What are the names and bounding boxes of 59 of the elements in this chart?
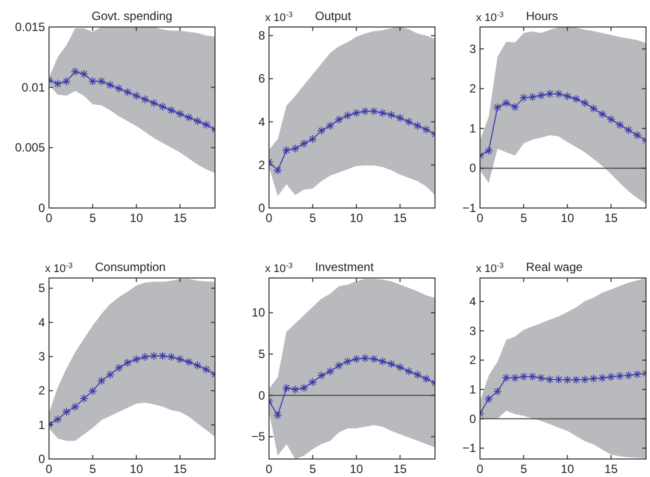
y-tick-label: 4 [469, 294, 476, 308]
x-tick-label: 5 [520, 211, 528, 225]
y-tick-label: 2 [38, 384, 46, 398]
text: x 10$^{-3}$ [265, 10, 293, 24]
x-tick-label: 10 [560, 211, 574, 225]
y-tick-label: 4 [258, 114, 266, 129]
y-tick-label: 6 [258, 72, 266, 86]
x-tick-label: 15 [604, 211, 618, 225]
x-tick-label: 10 [130, 211, 144, 225]
text: x 10$^{-3}$ [45, 260, 73, 275]
y-tick-label: 4 [38, 315, 46, 330]
y-tick-label: 3 [469, 324, 476, 338]
chart-title: Govt. spending [92, 9, 172, 23]
x-tick-label: 10 [130, 462, 144, 476]
x-tick-label: 15 [393, 211, 408, 225]
y-tick-label: 5 [38, 281, 46, 296]
x-tick-label: 15 [173, 462, 188, 476]
x-tick-label: 5 [309, 462, 316, 476]
x-tick-label: 15 [393, 462, 408, 476]
x-tick-label: 5 [89, 211, 96, 225]
y-tick-label: 10 [252, 306, 266, 320]
text: x 10$^{-3}$ [476, 260, 504, 275]
y-tick-label: 8 [258, 28, 266, 43]
x-tick-label: 15 [604, 462, 618, 476]
y-tick-label: 0.005 [14, 140, 46, 155]
x-tick-label: 5 [309, 211, 316, 225]
y-tick-label: 1 [38, 418, 46, 432]
text: x 10$^{-3}$ [265, 260, 293, 275]
y-tick-label: −1 [462, 201, 476, 215]
y-tick-label: 0 [38, 201, 46, 215]
y-tick-label: 0 [469, 161, 476, 176]
y-tick-label: 2 [258, 158, 266, 172]
y-tick-label: 0 [469, 412, 476, 426]
x-tick-label: 10 [350, 462, 364, 476]
y-tick-label: 1 [469, 382, 476, 396]
y-tick-label: 0 [38, 452, 46, 466]
y-tick-label: 2 [469, 82, 476, 96]
chart-title: Investment [315, 260, 374, 274]
y-tick-label: −1 [462, 441, 476, 456]
y-tick-label: 1 [469, 121, 476, 136]
text: x 10$^{-3}$ [476, 10, 504, 24]
x-tick-label: 5 [520, 462, 528, 476]
y-tick-label: 0.01 [22, 80, 46, 94]
x-tick-label: 10 [560, 462, 574, 476]
y-tick-label: 0 [258, 388, 266, 402]
y-tick-label: 5 [258, 347, 266, 362]
chart-title: Real wage [526, 260, 584, 274]
chart-title: Hours [526, 9, 558, 23]
y-tick-label: 0 [258, 201, 266, 215]
y-tick-label: −5 [251, 430, 266, 444]
x-tick-label: 15 [173, 211, 188, 225]
x-tick-label: 10 [350, 211, 364, 225]
chart-title: Output [315, 9, 352, 23]
y-tick-label: 0.015 [14, 20, 46, 34]
y-tick-label: 3 [469, 42, 476, 56]
chart-title: Consumption [95, 260, 166, 274]
y-tick-label: 2 [469, 353, 476, 368]
x-tick-label: 5 [89, 462, 96, 476]
y-tick-label: 3 [38, 350, 46, 364]
